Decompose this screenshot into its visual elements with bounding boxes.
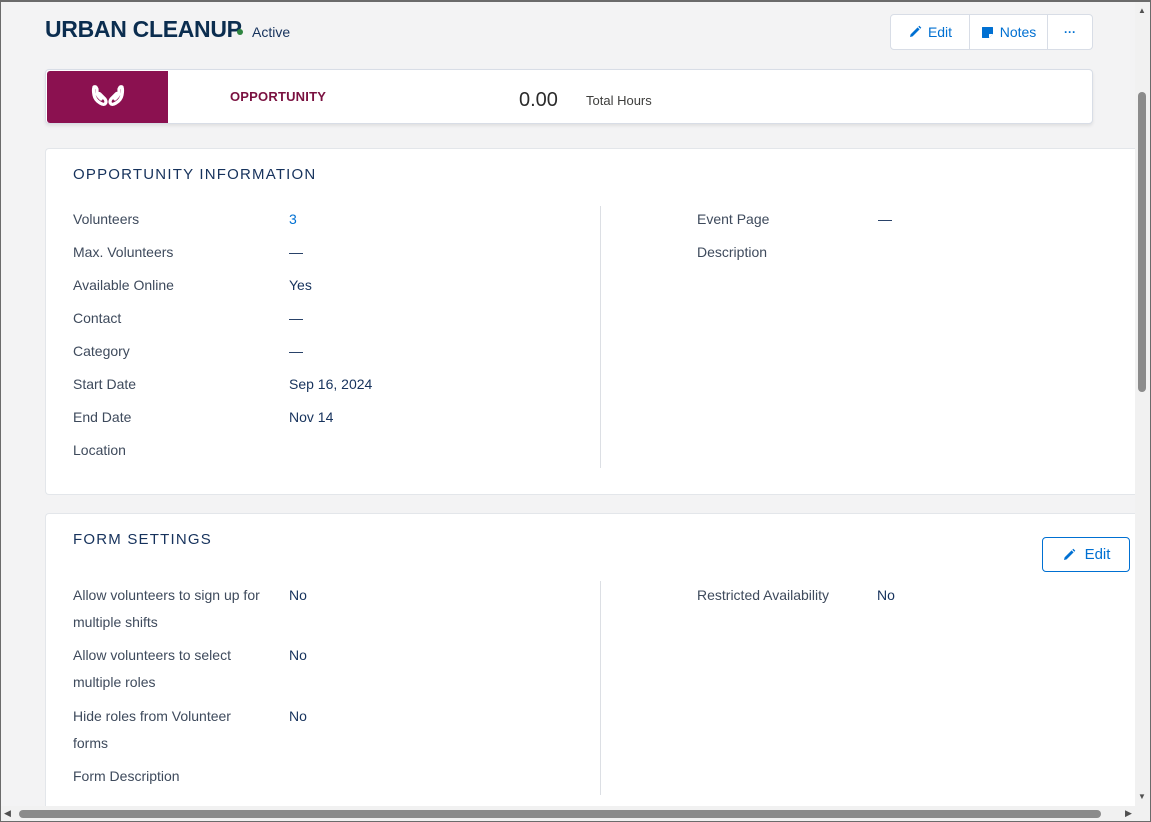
field-value: No	[289, 647, 307, 663]
form-settings-panel: FORM SETTINGS Edit Allow volunteers to s…	[45, 513, 1145, 813]
field-label: Max. Volunteers	[73, 244, 174, 260]
pencil-icon	[909, 25, 922, 37]
field-label: Allow volunteers to select multiple role…	[73, 647, 231, 690]
notes-button-label: Notes	[999, 24, 1037, 40]
field-label: Location	[73, 442, 126, 458]
more-icon: ···	[1064, 25, 1076, 39]
notes-button[interactable]: Notes	[970, 15, 1048, 49]
field-label: Category	[73, 343, 130, 359]
field-value: Yes	[289, 277, 312, 293]
field-label: Event Page	[697, 211, 770, 227]
record-type-icon-tile	[47, 71, 168, 123]
record-type-label: OPPORTUNITY	[230, 89, 327, 104]
page-title: URBAN CLEANUP	[45, 16, 242, 42]
horizontal-scroll-thumb[interactable]	[19, 810, 1101, 818]
field-label: Volunteers	[73, 211, 140, 227]
field-value: No	[289, 708, 307, 724]
section-title: OPPORTUNITY INFORMATION	[73, 166, 317, 183]
vertical-scrollbar[interactable]: ▲ ▼	[1135, 2, 1150, 808]
field-label: Hide roles from Volunteer forms	[73, 708, 231, 751]
field-value: Nov 14	[289, 409, 334, 425]
field-label: Contact	[73, 310, 122, 326]
field-label: Allow volunteers to sign up for multiple…	[73, 587, 260, 630]
vertical-scroll-thumb[interactable]	[1138, 92, 1146, 392]
field-label: Available Online	[73, 277, 174, 293]
field-label: Form Description	[73, 768, 180, 784]
form-settings-edit-button[interactable]: Edit	[1042, 537, 1130, 572]
field-value: —	[878, 211, 892, 227]
opportunity-information-panel: OPPORTUNITY INFORMATION Volunteers 3 Max…	[45, 148, 1145, 495]
column-divider	[600, 581, 601, 795]
pencil-icon	[1063, 548, 1075, 560]
note-icon	[981, 26, 993, 38]
edit-button-label: Edit	[1084, 546, 1111, 563]
edit-button[interactable]: Edit	[891, 15, 970, 49]
status-dot-icon	[237, 29, 243, 35]
section-title: FORM SETTINGS	[73, 531, 212, 548]
status-badge: Active	[237, 24, 290, 40]
field-value: —	[289, 310, 303, 326]
field-value: No	[877, 587, 895, 603]
field-value: —	[289, 343, 303, 359]
field-label: Restricted Availability	[697, 587, 830, 603]
column-divider	[600, 206, 601, 468]
volunteers-count-link[interactable]: 3	[289, 211, 297, 227]
scroll-down-arrow-icon[interactable]: ▼	[1138, 792, 1146, 801]
hands-icon	[91, 85, 124, 106]
horizontal-scrollbar[interactable]: ◀ ▶	[1, 806, 1150, 821]
header-button-group: Edit Notes ···	[890, 14, 1093, 50]
field-label: End Date	[73, 409, 132, 425]
scroll-left-arrow-icon[interactable]: ◀	[4, 808, 11, 818]
highlight-card: OPPORTUNITY 0.00 Total Hours	[45, 69, 1093, 124]
total-hours-value: 0.00	[519, 89, 558, 111]
total-hours-label: Total Hours	[586, 93, 652, 108]
scroll-up-arrow-icon[interactable]: ▲	[1138, 6, 1146, 15]
edit-button-label: Edit	[927, 24, 953, 40]
field-value: —	[289, 244, 303, 260]
field-value: Sep 16, 2024	[289, 376, 373, 392]
field-value: No	[289, 587, 307, 603]
status-text: Active	[252, 24, 291, 40]
scroll-right-arrow-icon[interactable]: ▶	[1125, 808, 1132, 818]
field-label: Description	[697, 244, 768, 260]
field-label: Start Date	[73, 376, 137, 392]
more-actions-button[interactable]: ···	[1048, 15, 1092, 49]
